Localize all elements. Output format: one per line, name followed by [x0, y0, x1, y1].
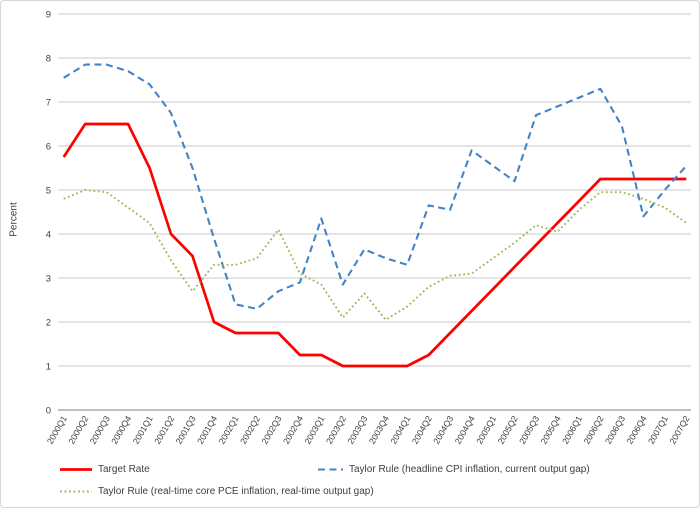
legend-sample-taylor-cpi: [318, 468, 343, 471]
y-tick-label: 2: [46, 318, 51, 329]
y-tick-label: 6: [46, 142, 51, 153]
legend-label-taylor-cpi: Taylor Rule (headline CPI inflation, cur…: [349, 464, 590, 475]
y-axis-title: Percent: [8, 202, 20, 237]
y-tick-label: 8: [46, 54, 51, 65]
y-tick-label: 1: [46, 362, 51, 373]
legend-label-taylor-pce: Taylor Rule (real-time core PCE inflatio…: [98, 486, 374, 497]
legend-item-taylor-pce: Taylor Rule (real-time core PCE inflatio…: [59, 486, 374, 497]
y-tick-label: 4: [46, 230, 51, 241]
y-tick-label: 7: [46, 98, 51, 109]
series-line-1: [63, 63, 688, 310]
legend-sample-taylor-pce: [60, 490, 92, 493]
y-tick-label: 9: [46, 10, 51, 21]
y-tick-label: 5: [46, 186, 51, 197]
y-tick-label: 0: [46, 406, 51, 417]
legend-item-target-rate: Target Rate: [59, 464, 150, 475]
series-line-2: [63, 189, 687, 321]
legend-label-target-rate: Target Rate: [98, 464, 150, 475]
series-line-0: [62, 122, 687, 368]
y-tick-label: 3: [46, 274, 51, 285]
legend-sample-target-rate: [60, 468, 92, 471]
x-tick-label: 2007Q2: [667, 414, 691, 446]
legend-item-taylor-cpi: Taylor Rule (headline CPI inflation, cur…: [317, 464, 590, 475]
